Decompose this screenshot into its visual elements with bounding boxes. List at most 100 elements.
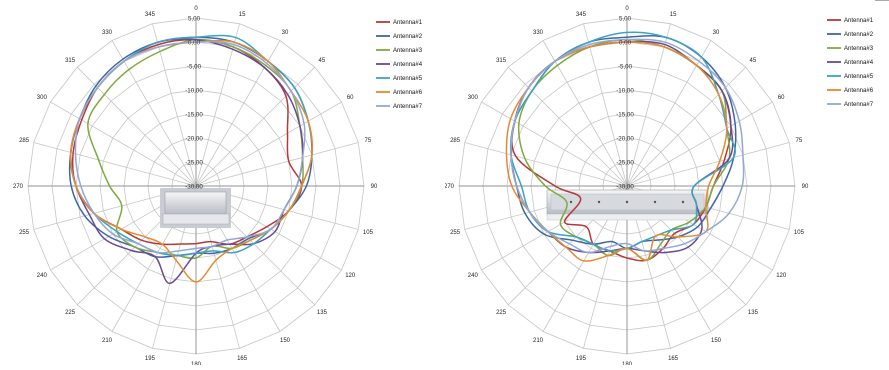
angle-tick-label: 165 [668,356,679,362]
angle-tick-label: 150 [711,338,722,344]
series-curves [68,34,314,285]
radial-tick-label: -5,00 [618,64,633,71]
legend-label: Antenna#4 [844,60,874,66]
radiation-pattern-chart-right: 0 15 30 45 60 75 90 105 120 135 150 165 180 195 210 225… [444,0,889,368]
angle-tick-label: 240 [37,273,48,279]
angle-tick-label: 345 [576,12,587,18]
angle-tick-label: 345 [145,12,156,18]
legend-label: Antenna#6 [393,90,423,96]
grid-spoke [542,40,628,187]
grid-spoke [111,40,197,187]
series-line-antenna7 [74,40,306,254]
legend-label: Antenna#1 [844,18,874,24]
grid-spoke [50,101,197,187]
grid-spoke [195,23,240,187]
angle-tick-label: 285 [19,138,30,144]
connector-dot [569,200,573,204]
radial-tick-label: 5,00 [188,16,201,23]
legend-label: Antenna#7 [844,102,874,108]
module-body [164,191,227,215]
series-curves [505,31,745,262]
grid-spoke [626,142,790,187]
angle-tick-label: 150 [280,338,291,344]
radial-tick-label: -25,00 [185,160,203,167]
legend: Antenna#1 Antenna#2 Antenna#3 Antenna#4 Ante… [827,18,874,108]
radial-tick-label: -15,00 [616,112,634,119]
angle-tick-label: 315 [496,58,507,64]
grid-spoke [195,40,281,187]
angle-tick-label: 225 [496,310,507,316]
angle-tick-label: 0 [625,6,629,12]
angle-tick-label: 255 [19,230,30,236]
legend-label: Antenna#4 [393,62,423,68]
angle-tick-label: 195 [576,356,587,362]
angle-tick-label: 210 [102,338,113,344]
radial-tick-label: -20,00 [185,136,203,143]
legend-label: Antenna#5 [393,76,423,82]
legend-label: Antenna#5 [844,74,874,80]
grid-spoke [626,101,773,187]
legend-label: Antenna#1 [393,20,423,26]
radial-tick-label: -10,00 [616,88,634,95]
grid-spoke [195,66,316,187]
connector-dot [625,200,629,204]
grid-spoke [626,23,671,187]
angle-tick-label: 120 [776,273,787,279]
radial-tick-label: -30,00 [185,184,203,191]
legend-label: Antenna#7 [393,104,423,110]
angle-tick-label: 135 [748,310,759,316]
series-line-antenna7 [510,38,745,254]
device-image [546,189,709,221]
radial-tick-label: -20,00 [616,136,634,143]
grid-spoke [583,23,628,187]
angle-tick-label: 15 [239,12,246,18]
angle-tick-label: 90 [802,184,809,190]
angle-tick-label: 75 [796,138,803,144]
radial-tick-label: -10,00 [185,88,203,95]
angle-tick-label: 45 [319,58,326,64]
legend: Antenna#1 Antenna#2 Antenna#3 Antenna#4 Ante… [376,20,423,110]
angle-tick-label: 240 [468,273,479,279]
grid-spoke [195,142,359,187]
angle-tick-label: 165 [237,356,248,362]
grid-spoke [195,101,342,187]
angle-tick-label: 225 [65,310,76,316]
legend-label: Antenna#6 [844,88,874,94]
radiation-pattern-chart-left: 0 15 30 45 60 75 90 105 120 135 150 165 180 195 210 225… [0,0,445,368]
angle-tick-label: 75 [365,138,372,144]
module-base [546,213,709,221]
angle-tick-label: 210 [533,338,544,344]
angle-tick-label: 15 [670,12,677,18]
grid-spoke [33,142,197,187]
angle-tick-label: 0 [194,6,198,12]
radial-tick-label: -5,00 [187,64,202,71]
corner-mark [875,0,889,1]
grid-spoke [152,23,197,187]
angle-tick-label: 255 [450,230,461,236]
series-line-antenna6 [505,41,728,262]
angle-tick-label: 315 [65,58,76,64]
angle-tick-label: 270 [445,184,455,190]
angle-tick-label: 60 [778,95,785,101]
angle-tick-label: 105 [794,230,805,236]
angle-tick-label: 135 [317,310,328,316]
angle-tick-label: 30 [713,30,720,36]
radial-tick-label: -25,00 [616,160,634,167]
radial-labels: 5,00 0,00 -5,00 -10,00 -15,00 -20,00 -25,00 -30… [185,16,203,191]
radial-labels: 5,00 0,00 -5,00 -10,00 -15,00 -20,00 -25,00 -30… [616,16,634,191]
radial-tick-label: -15,00 [185,112,203,119]
grid-spoke [76,66,197,187]
device-image [160,188,231,228]
connector-dot [597,200,601,204]
radial-tick-label: 5,00 [619,16,632,23]
grid-spoke [464,142,628,187]
angle-tick-label: 105 [363,230,374,236]
angle-tick-label: 30 [282,30,289,36]
angle-tick-label: 45 [750,58,757,64]
series-line-antenna1 [71,38,303,246]
angle-tick-label: 300 [37,95,48,101]
angle-tick-label: 285 [450,138,461,144]
angle-tick-label: 120 [345,273,356,279]
angle-tick-label: 270 [13,184,24,190]
connector-dot [681,200,685,204]
